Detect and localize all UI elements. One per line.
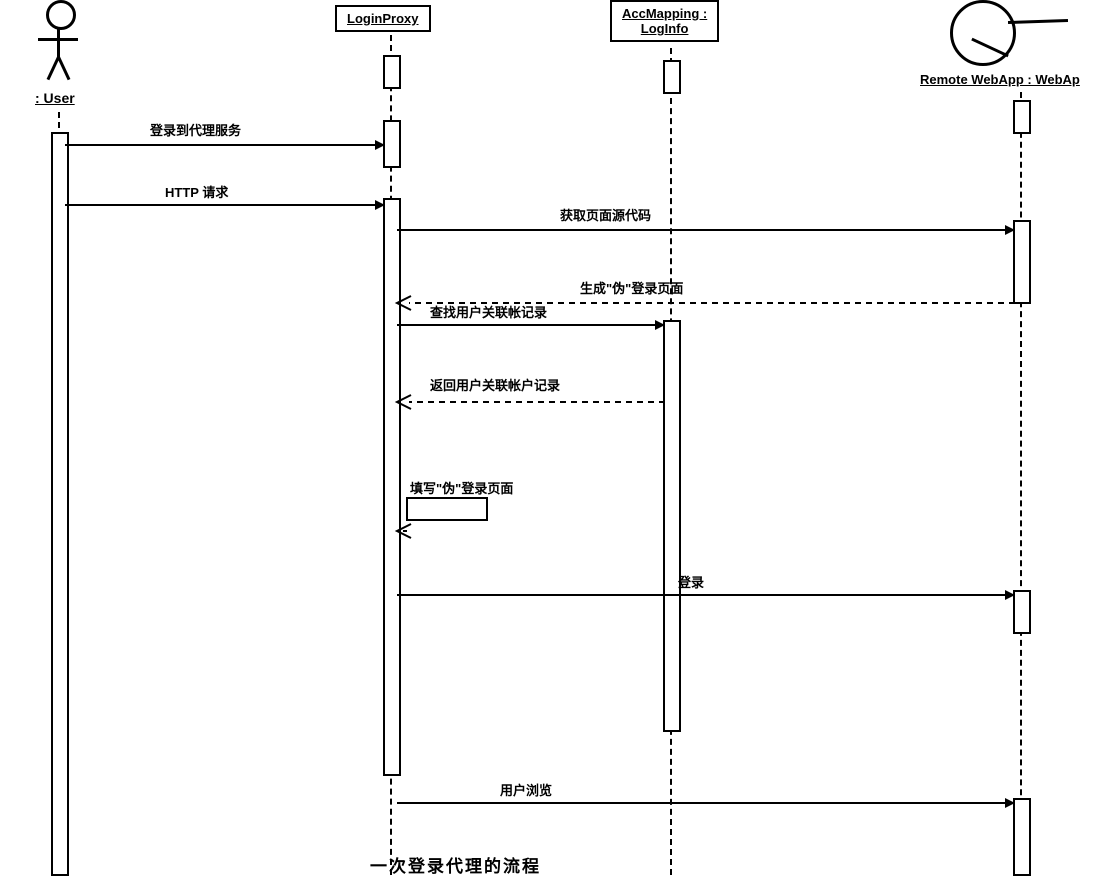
message-arrow [65,140,385,150]
lifeline-remote [1020,92,1022,875]
participant-label-user: : User [35,90,75,106]
message-label-5: 查找用户关联帐记录 [430,302,547,321]
message-label-4: 生成"伪"登录页面 [580,278,683,297]
activation-bar [663,320,681,732]
message-arrow [65,200,385,210]
actor-body-icon [57,27,60,57]
message-label-7: 填写"伪"登录页面 [410,478,513,497]
message-label-3: 获取页面源代码 [560,205,651,224]
activation-bar [1013,590,1031,634]
sequence-diagram: : User LoginProxy AccMapping : LogInfo R… [0,0,1108,876]
activation-bar [663,60,681,94]
activation-bar [51,132,69,876]
self-message-arrow [397,498,497,538]
message-label-1: 登录到代理服务 [150,120,241,139]
message-arrow [397,798,1015,808]
message-arrow [397,590,1015,600]
actor-head-icon [46,0,76,30]
activation-bar [383,55,401,89]
message-arrow [397,225,1015,235]
activation-bar [383,120,401,168]
diagram-title: 一次登录代理的流程 [370,852,541,877]
message-label-2: HTTP 请求 [165,182,228,201]
message-label-9: 用户浏览 [500,780,552,799]
participant-label-remote: Remote WebApp : WebAp [920,72,1080,87]
message-label-6: 返回用户关联帐户记录 [430,375,560,394]
participant-box-mapping: AccMapping : LogInfo [610,0,719,42]
activation-bar [1013,100,1031,134]
message-arrow [397,320,665,330]
activation-bar [1013,798,1031,876]
participant-box-proxy: LoginProxy [335,5,431,32]
activation-bar [383,198,401,776]
activation-bar [1013,220,1031,304]
participant-label-mapping: AccMapping : [622,6,707,21]
actor-arms-icon [38,38,78,41]
participant-label-proxy: LoginProxy [347,11,419,26]
message-label-8: 登录 [678,572,704,591]
boundary-line-icon [1008,19,1068,24]
participant-sublabel-mapping: LogInfo [641,21,689,36]
message-arrow [397,395,665,409]
actor-leg-icon [57,56,70,80]
